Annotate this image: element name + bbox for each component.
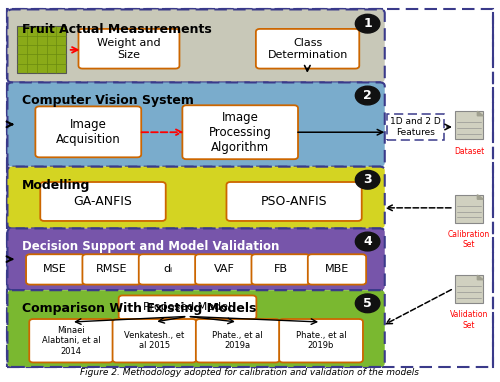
Text: Calibration
Set: Calibration Set <box>448 230 490 249</box>
FancyBboxPatch shape <box>82 254 140 285</box>
Text: FB: FB <box>274 264 287 274</box>
FancyBboxPatch shape <box>118 295 256 319</box>
Text: Fruit Actual Measurements: Fruit Actual Measurements <box>22 23 212 36</box>
Circle shape <box>356 14 380 33</box>
FancyBboxPatch shape <box>279 319 363 363</box>
Text: dᵢ: dᵢ <box>164 264 172 274</box>
Text: Validation
Set: Validation Set <box>450 311 488 330</box>
FancyBboxPatch shape <box>196 319 280 363</box>
FancyBboxPatch shape <box>195 254 254 285</box>
FancyBboxPatch shape <box>8 10 385 83</box>
FancyBboxPatch shape <box>8 83 385 167</box>
Text: Minaei
Alabtani, et al
2014: Minaei Alabtani, et al 2014 <box>42 326 100 356</box>
Text: Comparison With Existing Models: Comparison With Existing Models <box>22 302 256 315</box>
Text: Venkatesh., et
al 2015: Venkatesh., et al 2015 <box>124 331 184 350</box>
Text: Dataset: Dataset <box>454 147 484 156</box>
Text: VAF: VAF <box>214 264 234 274</box>
Circle shape <box>356 86 380 105</box>
Circle shape <box>356 232 380 251</box>
FancyBboxPatch shape <box>40 182 166 221</box>
FancyBboxPatch shape <box>139 254 197 285</box>
Text: 1: 1 <box>363 17 372 30</box>
Text: PSO-ANFIS: PSO-ANFIS <box>261 195 328 208</box>
Polygon shape <box>478 195 483 199</box>
FancyBboxPatch shape <box>17 26 66 73</box>
FancyBboxPatch shape <box>226 182 362 221</box>
Text: MSE: MSE <box>44 264 67 274</box>
FancyBboxPatch shape <box>8 228 385 290</box>
FancyBboxPatch shape <box>78 29 180 69</box>
Circle shape <box>356 170 380 189</box>
FancyBboxPatch shape <box>256 29 360 69</box>
Text: Image
Acquisition: Image Acquisition <box>56 118 120 146</box>
Polygon shape <box>478 275 483 280</box>
FancyBboxPatch shape <box>112 319 196 363</box>
Polygon shape <box>478 111 483 116</box>
Text: Modelling: Modelling <box>22 179 90 192</box>
FancyBboxPatch shape <box>455 111 483 139</box>
Text: 1D and 2 D
Features: 1D and 2 D Features <box>390 117 441 137</box>
Text: RMSE: RMSE <box>96 264 128 274</box>
Text: MBE: MBE <box>325 264 349 274</box>
Text: 2: 2 <box>363 89 372 102</box>
Text: 5: 5 <box>363 297 372 310</box>
FancyBboxPatch shape <box>8 167 385 228</box>
Text: Class
Determination: Class Determination <box>268 38 348 60</box>
Text: 3: 3 <box>364 173 372 186</box>
FancyBboxPatch shape <box>8 290 385 367</box>
FancyBboxPatch shape <box>455 275 483 303</box>
Circle shape <box>356 294 380 312</box>
FancyBboxPatch shape <box>387 113 444 141</box>
FancyBboxPatch shape <box>30 319 113 363</box>
FancyBboxPatch shape <box>252 254 310 285</box>
Text: Phate., et al
2019a: Phate., et al 2019a <box>212 331 263 350</box>
Text: Image
Processing
Algorithm: Image Processing Algorithm <box>209 111 272 154</box>
Text: GA-ANFIS: GA-ANFIS <box>74 195 132 208</box>
FancyBboxPatch shape <box>36 107 141 157</box>
FancyBboxPatch shape <box>182 105 298 159</box>
Text: Computer Vision System: Computer Vision System <box>22 94 194 107</box>
FancyBboxPatch shape <box>26 254 84 285</box>
Text: Weight and
Size: Weight and Size <box>97 38 161 60</box>
Text: 4: 4 <box>363 235 372 248</box>
Text: Proposed Model: Proposed Model <box>144 303 232 312</box>
Text: Figure 2. Methodology adopted for calibration and validation of the models: Figure 2. Methodology adopted for calibr… <box>80 368 419 377</box>
Text: Phate., et al
2019b: Phate., et al 2019b <box>296 331 346 350</box>
FancyBboxPatch shape <box>308 254 366 285</box>
FancyBboxPatch shape <box>455 195 483 223</box>
Text: Decision Support and Model Validation: Decision Support and Model Validation <box>22 240 280 253</box>
